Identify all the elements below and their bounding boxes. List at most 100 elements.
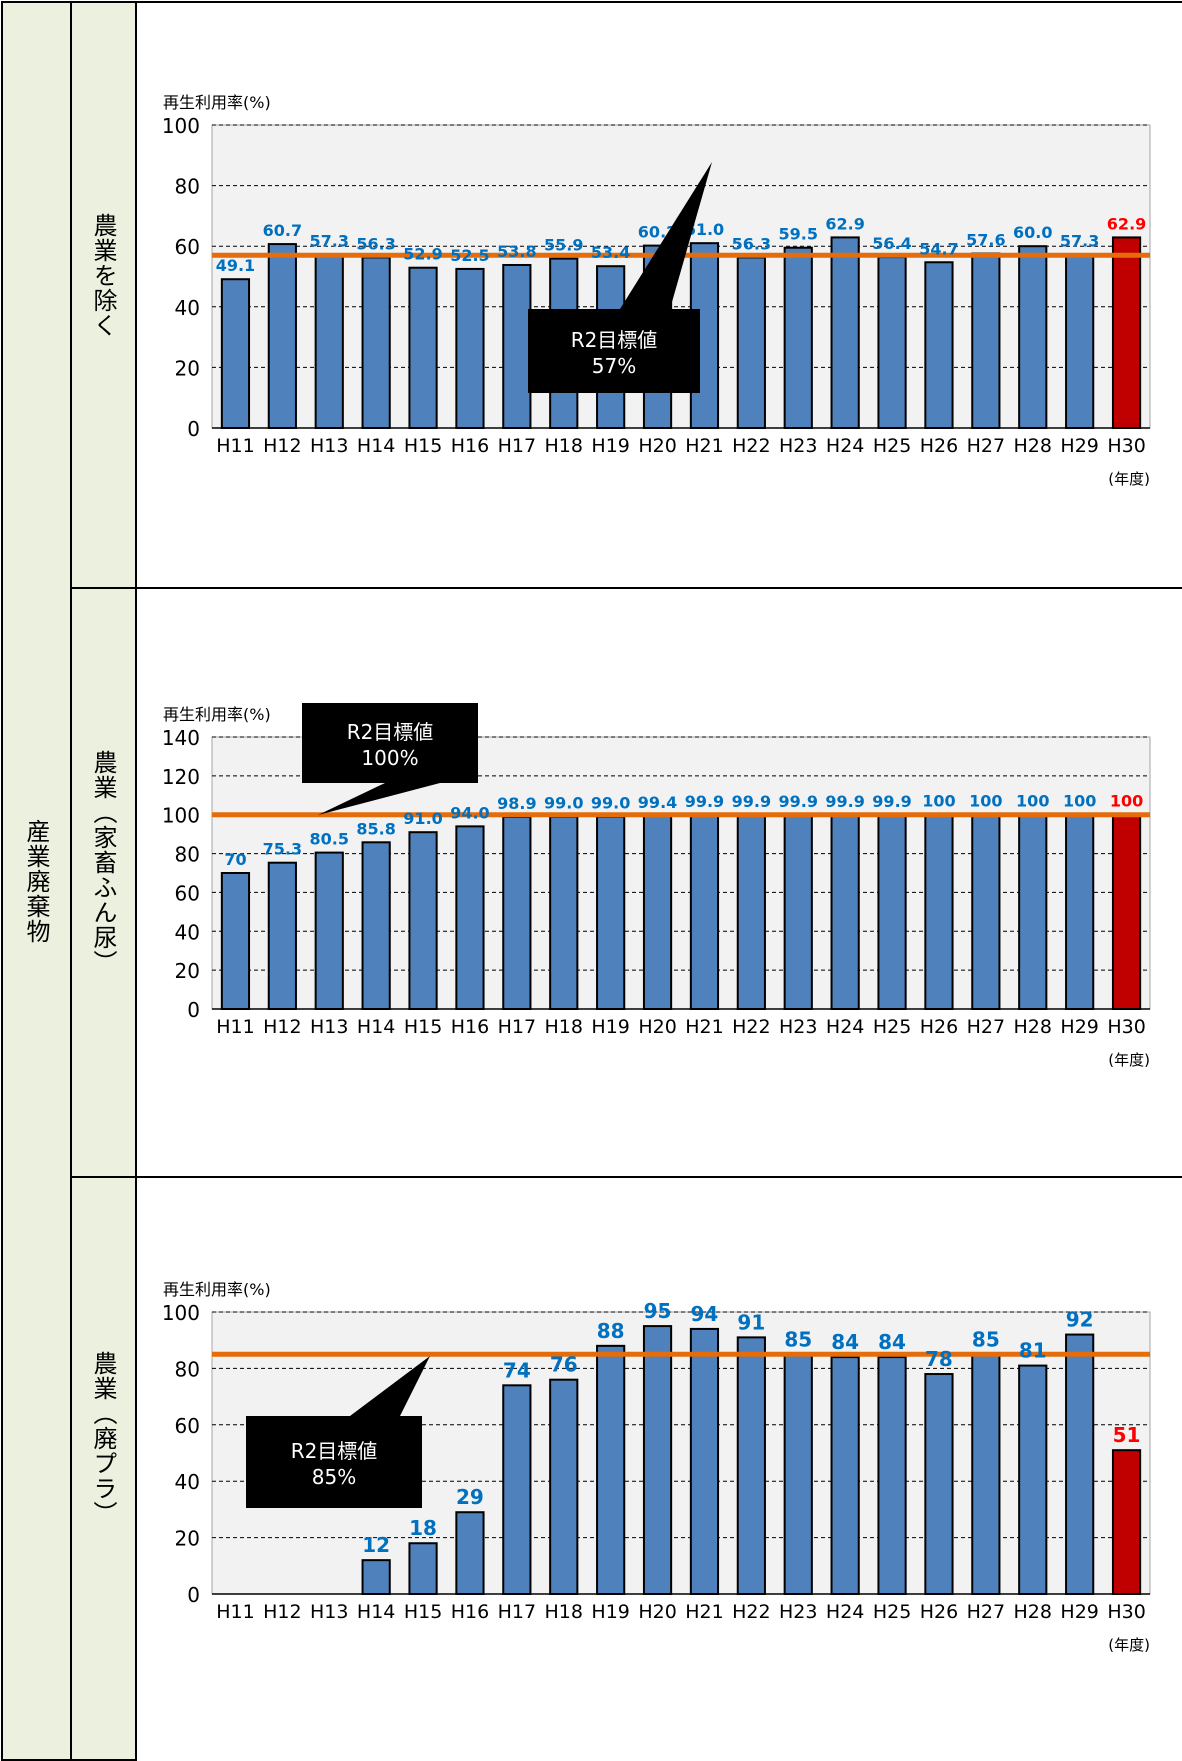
data-label: 98.9 <box>497 794 536 813</box>
x-tick-label: H27 <box>967 1016 1005 1038</box>
x-tick-label: H23 <box>779 1016 817 1038</box>
data-label: 56.3 <box>356 234 395 253</box>
bar <box>455 1511 485 1595</box>
x-tick-label: H21 <box>685 435 723 457</box>
x-tick-label: H12 <box>263 1016 301 1038</box>
data-label: 84 <box>831 1330 859 1354</box>
bar <box>220 278 251 429</box>
bar <box>830 1356 860 1595</box>
y-tick-label: 40 <box>175 296 200 320</box>
data-label: 56.4 <box>872 234 911 253</box>
bar <box>1065 253 1095 429</box>
bar <box>361 1559 391 1596</box>
bar <box>1065 813 1095 1011</box>
bar <box>830 813 860 1010</box>
x-tick-label: H27 <box>967 1601 1005 1623</box>
data-label: 18 <box>409 1516 437 1540</box>
x-tick-label: H26 <box>920 1016 958 1038</box>
data-label: 51 <box>1113 1423 1141 1447</box>
row-label-3: 農業（廃プラ） <box>89 1351 117 1526</box>
row-label-1: 農業を除く <box>89 212 117 338</box>
category-label: 産業廃棄物 <box>22 818 50 944</box>
data-label: 57.3 <box>1060 231 1099 250</box>
x-tick-label: H14 <box>357 435 395 457</box>
x-tick-label: H28 <box>1014 435 1052 457</box>
x-tick-label: H27 <box>967 435 1005 457</box>
y-tick-label: 100 <box>162 1301 200 1325</box>
category-cell: 産業廃棄物 <box>1 1 72 1761</box>
x-tick-label: H20 <box>638 435 676 457</box>
data-label: 91 <box>737 1310 765 1334</box>
data-label: 99.9 <box>779 792 818 811</box>
callout-pointer <box>620 162 712 309</box>
callout-box <box>302 703 478 783</box>
x-unit-label: (年度) <box>1108 1051 1150 1069</box>
x-tick-label: H11 <box>216 435 254 457</box>
data-label: 81 <box>1019 1339 1047 1363</box>
bar <box>455 825 485 1010</box>
data-label: 85.8 <box>356 819 395 838</box>
x-tick-label: H30 <box>1107 1601 1145 1623</box>
x-tick-label: H11 <box>216 1601 254 1623</box>
data-label: 85 <box>784 1327 812 1351</box>
bar <box>830 236 860 429</box>
data-label: 88 <box>597 1319 625 1343</box>
x-tick-label: H25 <box>873 1016 911 1038</box>
bar <box>971 1353 1001 1596</box>
data-label: 53.4 <box>591 243 630 262</box>
y-tick-label: 80 <box>175 175 200 199</box>
x-tick-label: H15 <box>404 1601 442 1623</box>
x-tick-label: H29 <box>1060 435 1098 457</box>
y-tick-label: 40 <box>175 920 200 944</box>
chart-cell-2 <box>135 587 1182 1178</box>
x-tick-label: H16 <box>451 435 489 457</box>
callout-value: 85% <box>312 1465 356 1489</box>
x-tick-label: H16 <box>451 1016 489 1038</box>
y-tick-label: 100 <box>162 804 200 828</box>
x-tick-label: H17 <box>498 435 536 457</box>
data-label: 99.9 <box>872 792 911 811</box>
bar <box>502 1384 532 1595</box>
data-label: 99.9 <box>732 792 771 811</box>
x-tick-label: H11 <box>216 1016 254 1038</box>
x-tick-label: H12 <box>263 1601 301 1623</box>
data-label: 60.7 <box>263 221 302 240</box>
callout-box <box>246 1416 422 1508</box>
data-label: 76 <box>550 1353 578 1377</box>
y-tick-label: 60 <box>175 881 200 905</box>
bar <box>1018 1364 1048 1595</box>
bar <box>596 1344 626 1595</box>
x-tick-label: H18 <box>545 1601 583 1623</box>
bar <box>689 813 720 1010</box>
x-tick-label: H28 <box>1014 1016 1052 1038</box>
data-label: 94.0 <box>450 803 489 822</box>
row-label-cell-3: 農業（廃プラ） <box>70 1176 137 1761</box>
data-label: 100 <box>922 792 955 811</box>
bar <box>455 267 485 429</box>
x-unit-label: (年度) <box>1108 1636 1150 1654</box>
bar <box>502 815 532 1011</box>
x-tick-label: H29 <box>1060 1601 1098 1623</box>
bar <box>783 246 813 429</box>
data-label: 12 <box>362 1533 390 1557</box>
bar <box>783 813 813 1010</box>
bar <box>267 243 297 429</box>
data-label: 84 <box>878 1330 906 1354</box>
callout-value: 57% <box>592 354 636 378</box>
data-label: 94 <box>691 1302 719 1326</box>
x-tick-label: H24 <box>826 1016 864 1038</box>
y-tick-label: 140 <box>162 726 200 750</box>
x-tick-label: H19 <box>591 1016 629 1038</box>
bar <box>736 813 766 1010</box>
bar <box>502 263 532 429</box>
bar <box>1018 245 1048 429</box>
bar <box>361 256 391 430</box>
x-tick-label: H16 <box>451 1601 489 1623</box>
x-tick-label: H15 <box>404 435 442 457</box>
x-tick-label: H25 <box>873 1601 911 1623</box>
row-label-2: 農業（家畜ふん尿） <box>89 750 117 975</box>
data-label: 99.0 <box>591 794 630 813</box>
data-label: 61.0 <box>685 220 724 239</box>
